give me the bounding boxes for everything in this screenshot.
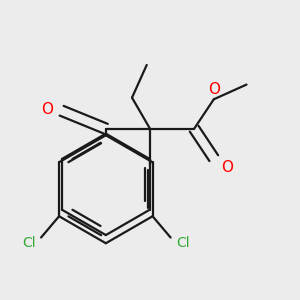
Text: Cl: Cl xyxy=(176,236,190,250)
Text: O: O xyxy=(221,160,233,175)
Text: O: O xyxy=(41,102,53,117)
Text: O: O xyxy=(208,82,220,97)
Text: Cl: Cl xyxy=(22,236,35,250)
